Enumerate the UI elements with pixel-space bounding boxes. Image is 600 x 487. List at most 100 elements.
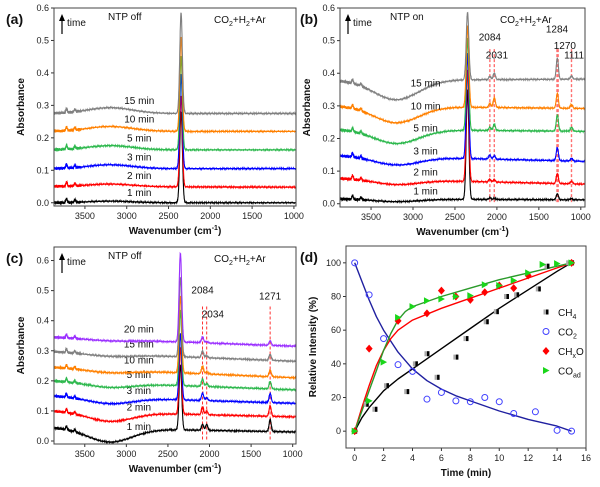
y-tick-label: 0.0 — [36, 198, 49, 208]
series-label: 2 min — [127, 403, 151, 414]
x-label-text: Wavenumber (cm — [416, 227, 499, 238]
y-axis-label: Absorbance — [16, 316, 27, 374]
data-point — [542, 328, 550, 335]
data-point — [423, 395, 431, 403]
x-tick-label: 10 — [494, 453, 504, 463]
gas-label: CO2+H2+Ar — [214, 254, 266, 267]
spectrum-line — [54, 251, 296, 349]
arrow-head-icon — [345, 14, 351, 21]
y-axis-label: Absorbance — [16, 78, 27, 136]
subscript: 2 — [229, 260, 233, 267]
data-point — [394, 361, 402, 369]
spectrum-line — [54, 333, 296, 407]
series-label: 15 min — [411, 78, 441, 89]
peak-annotation: 1271 — [259, 292, 282, 303]
x-tick-label: 3000 — [117, 211, 137, 221]
fit-line — [354, 262, 572, 432]
data-point — [366, 397, 373, 405]
x-tick-label: 4 — [410, 453, 415, 463]
y-tick-label: 0.3 — [322, 101, 335, 111]
x-tick-label: 2500 — [159, 211, 179, 221]
text-part: CO — [558, 328, 573, 339]
text-part: +H — [233, 254, 246, 265]
spectrum-line — [54, 346, 296, 424]
x-tick-label: 2 — [381, 453, 386, 463]
data-point — [467, 292, 474, 300]
series-label: 3 min — [413, 146, 437, 157]
data-point — [437, 388, 445, 396]
peak-annotation: 2084 — [191, 286, 214, 297]
spectrum-line — [340, 11, 585, 102]
data-point-half — [406, 389, 410, 395]
x-tick-label: 3000 — [116, 449, 136, 459]
x-tick-label: 12 — [523, 453, 533, 463]
x-tick-label: 1500 — [241, 449, 261, 459]
y-tick-label: 100 — [326, 258, 341, 268]
y-tick-label: 0.4 — [36, 68, 49, 78]
data-point — [437, 286, 445, 295]
data-point — [438, 295, 445, 303]
data-point — [495, 398, 503, 406]
x-tick-label: 3500 — [75, 449, 95, 459]
subscript: 2 — [573, 334, 577, 341]
data-point — [481, 288, 489, 297]
text-part: CH — [558, 347, 572, 358]
subscript: 2 — [515, 21, 519, 28]
x-tick-label: 2500 — [445, 212, 465, 222]
plot-frame — [53, 246, 297, 445]
x-tick-label: 2000 — [487, 212, 507, 222]
x-label-sup: -1 — [212, 225, 218, 232]
subscript: 2 — [229, 21, 233, 28]
y-tick-label: 0.1 — [36, 165, 49, 175]
x-label-end: ) — [218, 464, 221, 475]
spectrum-line — [340, 37, 585, 146]
series-label: 3 min — [127, 386, 151, 397]
x-tick-label: 0 — [352, 453, 357, 463]
fit-line — [354, 262, 572, 432]
series-label: 10 min — [124, 115, 154, 126]
data-point — [543, 367, 550, 374]
text-part: CO — [558, 367, 573, 378]
y-tick-label: 0.6 — [36, 3, 49, 13]
spectrum-line — [54, 363, 296, 444]
x-axis-label: Wavenumber (cm-1) — [416, 226, 509, 238]
x-tick-label: 1500 — [529, 212, 549, 222]
data-point — [423, 297, 431, 305]
spectrum-line — [54, 276, 296, 364]
condition-label: NTP off — [108, 12, 142, 23]
series-label: 2 min — [413, 167, 437, 178]
data-point-half — [506, 294, 509, 299]
series-label: 1 min — [127, 188, 151, 199]
peak-annotation: 1111 — [564, 51, 584, 62]
data-point-half — [546, 263, 550, 269]
series-label: 5 min — [127, 370, 151, 381]
x-tick-label: 2000 — [199, 449, 219, 459]
text-part: O — [576, 347, 584, 358]
data-point-half — [538, 286, 541, 292]
y-tick-label: 0.0 — [36, 436, 49, 446]
panel-b: (b) 3500 3000 2500 2000 1500 1000 0.0 0.1 0.2 0.3 0… — [300, 3, 591, 238]
x-tick-label: 1000 — [283, 449, 303, 459]
arrow-head-icon — [59, 14, 65, 21]
data-point — [365, 344, 373, 353]
spectrum-line — [340, 69, 585, 187]
panel-label: (a) — [6, 11, 23, 27]
subscript: ad — [573, 373, 581, 380]
subscript: 2 — [532, 21, 536, 28]
x-axis-label: Wavenumber (cm-1) — [129, 225, 222, 237]
y-tick-label: 80 — [331, 292, 341, 302]
legend-entry: CO2 — [558, 328, 577, 341]
plot-frame — [53, 7, 297, 207]
time-label: time — [67, 18, 86, 29]
data-point — [539, 261, 547, 269]
time-label: time — [353, 18, 372, 29]
y-tick-label: 60 — [331, 325, 341, 335]
panel-label: (c) — [6, 250, 23, 266]
text-part: CO — [500, 15, 515, 26]
y-tick-label: 0.3 — [36, 100, 49, 110]
series-label: 1 min — [127, 422, 151, 433]
data-point — [452, 293, 460, 300]
data-point-half — [426, 351, 430, 357]
x-tick-label: 1000 — [571, 212, 591, 222]
legend-entry: CHxO — [558, 347, 584, 360]
